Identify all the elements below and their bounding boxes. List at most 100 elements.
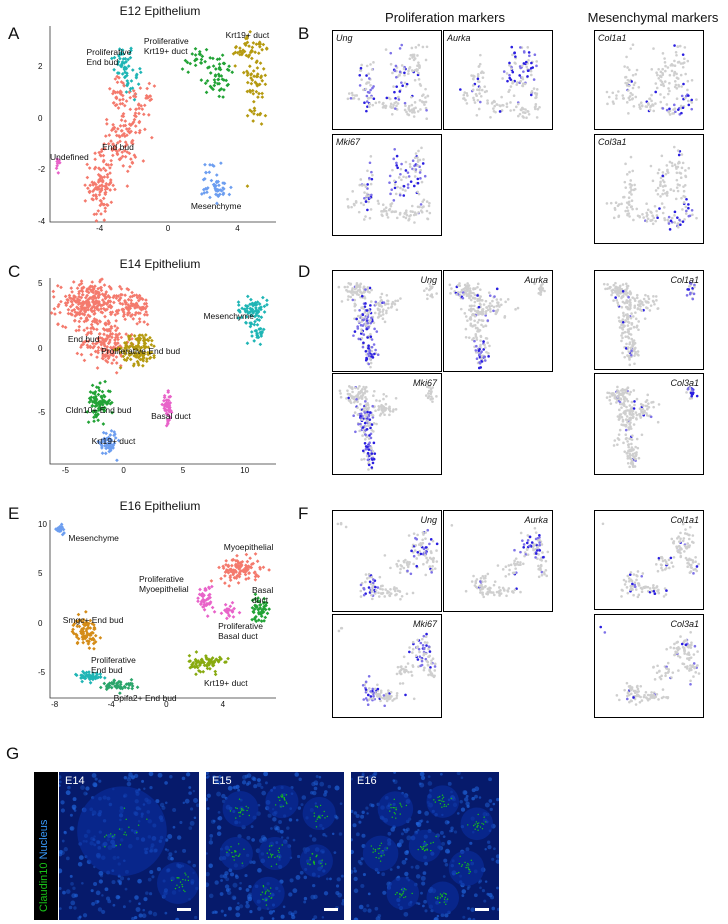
expression-point [360,184,364,187]
expression-point [367,96,371,100]
expression-point [632,315,635,318]
expression-point [346,205,350,208]
expression-point [628,465,631,469]
expression-point [635,207,639,211]
expression-point [479,94,483,98]
expression-point [646,393,650,397]
cluster-label: Krt19+ duct [203,678,248,689]
cell-point [253,50,257,55]
expression-point [379,412,383,416]
cell-point [265,298,269,303]
expression-point [362,88,365,92]
expression-point [537,575,541,579]
expression-point [407,69,410,73]
feature-svg [338,385,438,471]
expression-point [628,98,631,102]
expression-point [343,285,347,289]
expression-point [486,308,490,312]
gene-label: Mki67 [336,137,361,147]
cell-point [98,153,103,157]
expression-point [393,148,396,151]
expression-point [391,699,394,702]
cell-point [256,596,261,600]
expression-point [472,77,475,81]
expression-point [620,415,624,419]
expression-point [530,541,534,544]
expression-point [407,113,411,117]
cell-point [128,95,133,100]
expression-point [611,91,615,95]
expression-point [474,287,477,290]
chart-title: E16 Epithelium [119,499,201,513]
expression-point [364,447,368,451]
expression-point [617,418,621,421]
expression-point [625,586,629,589]
feature-plot-aurka-e14: Aurka [443,270,553,372]
cell-point [73,314,78,318]
expression-point [367,413,371,417]
expression-point [622,423,626,427]
cell-point [118,124,123,128]
expression-point [681,208,684,211]
expression-point [420,180,424,184]
cell-point [56,171,61,175]
cell-point [167,395,171,399]
expression-point [478,88,481,92]
expression-point [612,299,615,302]
expression-point [524,60,528,64]
expression-point [646,407,649,411]
expression-point [407,217,411,221]
expression-point [385,302,388,306]
expression-point [470,74,473,77]
expression-point [486,319,490,322]
expression-point [629,421,632,424]
cell-point [114,95,119,100]
cell-point [249,321,254,326]
cell-point [123,317,128,322]
expression-point [630,442,633,446]
cell-point [124,99,129,103]
cell-point [123,298,127,303]
expression-point [648,108,652,112]
cell-point [204,654,208,658]
expression-point [370,170,373,174]
expression-point [402,184,406,188]
expression-point [408,650,411,654]
cell-point [80,675,84,680]
expression-point [435,292,438,295]
expression-point [488,305,491,308]
cell-point [98,685,103,690]
axis-lines [49,520,276,699]
expression-point [492,583,496,587]
cell-point [129,48,133,53]
expression-point [628,452,632,456]
expression-point [430,662,433,665]
expression-point [395,161,398,165]
expression-point [620,392,624,395]
cell-point [107,295,112,300]
expression-point [410,103,414,107]
expression-point [613,394,617,397]
expression-point [635,574,638,577]
expression-point [370,428,374,432]
cell-point [102,142,106,146]
expression-point [631,416,635,420]
cell-point [234,44,239,49]
expression-point [399,668,403,672]
expression-point [667,215,671,219]
expression-point [383,413,386,417]
expression-point [425,561,429,564]
cell-point [124,59,128,64]
expression-point [357,97,361,101]
expression-point [395,308,399,312]
expression-point [359,424,363,428]
expression-point [676,61,680,64]
expression-point [530,73,533,77]
expression-point [484,580,487,583]
expression-point [677,85,681,88]
expression-point [659,195,662,198]
expression-point [418,158,422,162]
expression-point [422,652,426,655]
expression-point [421,541,425,545]
expression-point [374,589,378,592]
